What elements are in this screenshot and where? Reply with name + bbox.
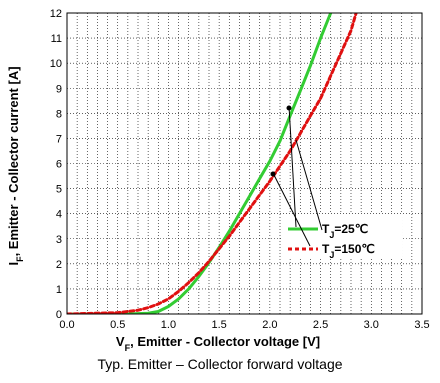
x-tick-label: 0.0: [59, 319, 74, 331]
x-tick-label: 2.0: [262, 319, 277, 331]
pointer-dot-25c: [286, 105, 292, 111]
y-tick-label: 11: [51, 33, 62, 45]
y-tick-label: 2: [56, 259, 62, 271]
x-tick-label: 3.0: [364, 319, 379, 331]
y-tick-label: 9: [56, 83, 62, 95]
y-tick-label: 4: [56, 209, 62, 221]
y-axis-title: IF, Emitter - Collector current [A]: [6, 66, 25, 265]
y-tick-label: 1: [56, 284, 62, 296]
x-tick-label: 1.5: [211, 319, 226, 331]
y-tick-label: 10: [50, 58, 62, 70]
x-axis-title-main: V: [116, 334, 125, 349]
plot-frame: [66, 12, 423, 315]
y-tick-label: 0: [56, 309, 62, 321]
pointer-line-25c: [288, 105, 297, 228]
y-tick-label: 8: [56, 108, 62, 120]
y-tick-label: 6: [56, 159, 62, 171]
legend-label-25c: TJ=25℃: [322, 222, 368, 240]
legend-label-150c-main: T: [322, 242, 330, 256]
legend-label-25c-main: T: [322, 222, 330, 236]
legend-box: [282, 214, 402, 258]
chart: 0.0 0.5 1.0 1.5 2.0 2.5 3.0 3.50123456789101112…: [6, 8, 430, 353]
y-tick-label: 5: [56, 184, 62, 196]
legend-label-150c-rest: =150℃: [334, 242, 375, 256]
legend-label-150c: TJ=150℃: [322, 242, 375, 260]
legend-label-25c-sub: J: [329, 230, 334, 240]
x-axis-title-rest: , Emitter - Collector voltage [V]: [130, 334, 320, 349]
y-tick-label: 3: [56, 234, 62, 246]
x-tick-label: 3.5: [414, 319, 429, 331]
pointer-dot-150c: [270, 171, 276, 177]
x-axis-title-sub: F: [125, 343, 131, 353]
x-tick-label: 0.5: [110, 319, 125, 331]
x-tick-label: 2.5: [313, 319, 328, 331]
legend-pointers: [270, 105, 323, 247]
series-line-150c: [67, 13, 358, 314]
y-axis-title-sub: F: [15, 256, 25, 262]
legend-label-150c-sub: J: [329, 250, 334, 260]
legend: TJ=25℃ TJ=150℃: [282, 214, 402, 260]
y-axis-title-rest: , Emitter - Collector current [A]: [6, 66, 21, 256]
y-tick-label: 12: [50, 8, 62, 20]
x-tick-label: 1.0: [161, 319, 176, 331]
figure-caption: Typ. Emitter – Collector forward voltage: [97, 356, 343, 372]
series-line-25c: [67, 13, 333, 314]
x-axis-title: VF, Emitter - Collector voltage [V]: [116, 334, 320, 353]
grid: [67, 13, 422, 314]
legend-label-25c-rest: =25℃: [334, 222, 368, 236]
y-axis-title-main: I: [6, 262, 21, 266]
pointer-line-150c-a: [295, 139, 323, 231]
series-layer: [67, 13, 358, 314]
pointer-line-150c-b: [272, 172, 311, 247]
y-tick-label: 7: [56, 133, 62, 145]
